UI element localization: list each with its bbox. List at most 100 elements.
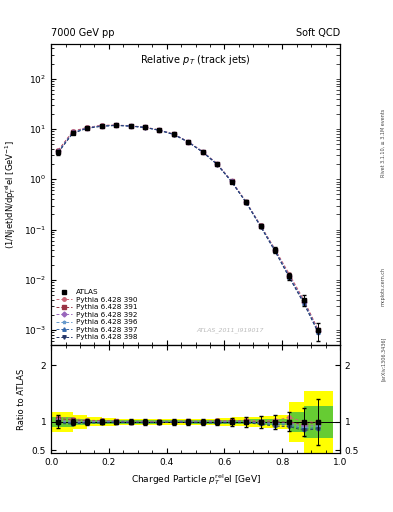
Line: Pythia 6.428 398: Pythia 6.428 398 [57, 124, 320, 335]
Pythia 6.428 397 [215, 161, 220, 167]
Pythia 6.428 396 [128, 123, 133, 129]
Bar [231, 420, 261, 424]
Pythia 6.428 391 [244, 199, 248, 205]
Pythia 6.428 391 [70, 129, 75, 135]
Pythia 6.428 396 [186, 139, 191, 145]
Pythia 6.428 392 [85, 124, 90, 131]
Pythia 6.428 390 [186, 139, 191, 145]
Pythia 6.428 391 [157, 127, 162, 133]
Pythia 6.428 396 [200, 149, 205, 155]
Pythia 6.428 397 [143, 124, 147, 131]
Bar [44, 412, 73, 432]
Pythia 6.428 398 [200, 149, 205, 155]
Y-axis label: Ratio to ATLAS: Ratio to ATLAS [17, 369, 26, 430]
Pythia 6.428 398 [114, 122, 118, 129]
Pythia 6.428 397 [229, 179, 234, 185]
Pythia 6.428 390 [301, 297, 306, 303]
Pythia 6.428 397 [200, 149, 205, 155]
Text: 7000 GeV pp: 7000 GeV pp [51, 28, 115, 38]
Pythia 6.428 397 [301, 300, 306, 306]
Bar [130, 418, 160, 425]
Bar [188, 420, 217, 423]
Bar [73, 420, 102, 424]
Pythia 6.428 391 [273, 247, 277, 253]
Pythia 6.428 396 [229, 179, 234, 185]
Pythia 6.428 397 [114, 122, 118, 129]
Pythia 6.428 397 [287, 274, 292, 280]
Pythia 6.428 396 [287, 274, 292, 280]
Pythia 6.428 398 [99, 123, 104, 130]
Pythia 6.428 397 [244, 199, 248, 205]
Legend: ATLAS, Pythia 6.428 390, Pythia 6.428 391, Pythia 6.428 392, Pythia 6.428 396, P: ATLAS, Pythia 6.428 390, Pythia 6.428 39… [55, 288, 139, 342]
Pythia 6.428 390 [85, 124, 90, 131]
Pythia 6.428 391 [215, 161, 220, 167]
Bar [275, 415, 304, 429]
Bar [203, 418, 231, 425]
Pythia 6.428 397 [157, 127, 162, 133]
Pythia 6.428 396 [114, 122, 118, 129]
Text: Soft QCD: Soft QCD [296, 28, 340, 38]
Bar [304, 406, 333, 438]
X-axis label: Charged Particle $p^{\rm rel}_{T}$el [GeV]: Charged Particle $p^{\rm rel}_{T}$el [Ge… [130, 473, 261, 487]
Pythia 6.428 397 [99, 123, 104, 129]
Pythia 6.428 390 [316, 327, 321, 333]
Bar [58, 418, 87, 425]
Pythia 6.428 397 [171, 132, 176, 138]
Pythia 6.428 390 [258, 222, 263, 228]
Pythia 6.428 392 [143, 124, 147, 131]
Pythia 6.428 398 [215, 161, 220, 167]
Pythia 6.428 390 [200, 148, 205, 155]
Pythia 6.428 390 [215, 161, 220, 167]
Pythia 6.428 396 [85, 125, 90, 131]
Bar [261, 416, 289, 428]
Pythia 6.428 391 [56, 147, 61, 154]
Bar [145, 419, 174, 425]
Pythia 6.428 392 [273, 247, 277, 253]
Bar [217, 418, 246, 426]
Bar [289, 412, 318, 432]
Line: Pythia 6.428 391: Pythia 6.428 391 [57, 123, 320, 332]
Bar [289, 402, 318, 442]
Bar [246, 419, 275, 424]
Pythia 6.428 396 [143, 124, 147, 131]
Pythia 6.428 392 [99, 123, 104, 129]
Pythia 6.428 390 [128, 123, 133, 129]
Pythia 6.428 390 [244, 199, 248, 205]
Pythia 6.428 397 [56, 149, 61, 155]
Bar [44, 417, 73, 427]
Pythia 6.428 391 [229, 178, 234, 184]
Pythia 6.428 396 [244, 199, 248, 205]
Pythia 6.428 398 [186, 139, 191, 145]
Bar [87, 418, 116, 426]
Pythia 6.428 396 [99, 123, 104, 129]
Pythia 6.428 391 [316, 327, 321, 333]
Text: Relative $p_T$ (track jets): Relative $p_T$ (track jets) [140, 53, 251, 67]
Pythia 6.428 390 [229, 178, 234, 184]
Pythia 6.428 390 [287, 271, 292, 277]
Pythia 6.428 392 [316, 328, 321, 334]
Pythia 6.428 392 [215, 161, 220, 167]
Line: Pythia 6.428 390: Pythia 6.428 390 [57, 123, 320, 332]
Pythia 6.428 396 [258, 223, 263, 229]
Pythia 6.428 391 [301, 298, 306, 304]
Y-axis label: (1/Njet)dN/dp$^{\rm rel}_{\rm T}$el [GeV$^{-1}$]: (1/Njet)dN/dp$^{\rm rel}_{\rm T}$el [GeV… [4, 140, 18, 249]
Bar [174, 419, 203, 425]
Pythia 6.428 397 [273, 248, 277, 254]
Pythia 6.428 397 [128, 123, 133, 129]
Bar [261, 419, 289, 425]
Pythia 6.428 398 [171, 132, 176, 138]
Pythia 6.428 391 [287, 273, 292, 279]
Bar [174, 420, 203, 423]
Pythia 6.428 397 [258, 223, 263, 229]
Pythia 6.428 390 [99, 122, 104, 129]
Text: Rivet 3.1.10, ≥ 3.1M events: Rivet 3.1.10, ≥ 3.1M events [381, 109, 386, 178]
Bar [102, 418, 130, 425]
Bar [130, 420, 160, 423]
Pythia 6.428 396 [215, 161, 220, 167]
Pythia 6.428 398 [316, 330, 321, 336]
Pythia 6.428 391 [186, 139, 191, 145]
Pythia 6.428 396 [316, 329, 321, 335]
Pythia 6.428 392 [128, 123, 133, 129]
Pythia 6.428 392 [70, 129, 75, 135]
Bar [203, 420, 231, 423]
